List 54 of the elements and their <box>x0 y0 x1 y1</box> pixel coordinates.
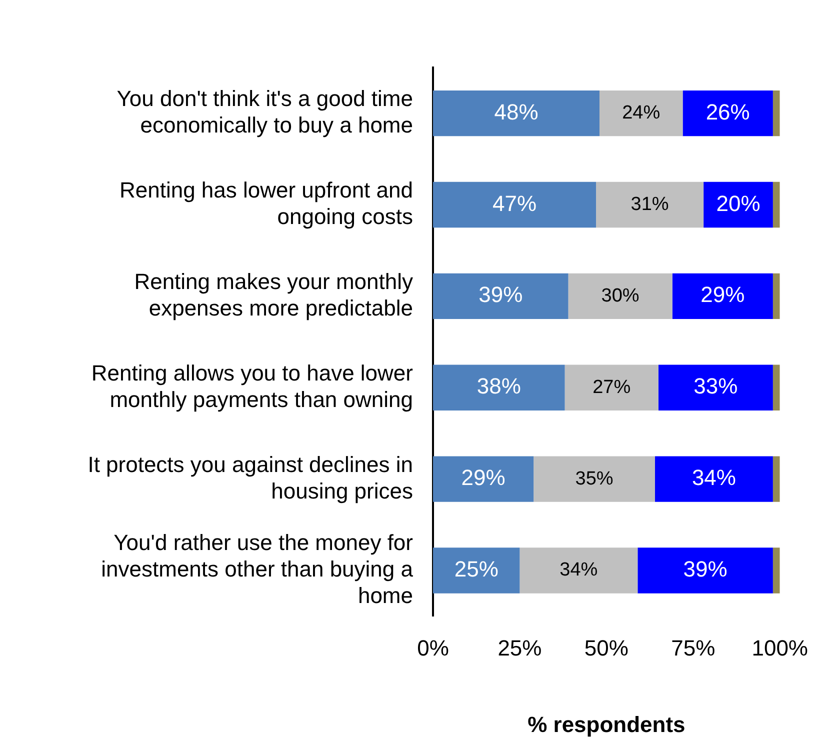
data-label: 29% <box>461 465 506 490</box>
y-tick-label: Renting has lower upfront and ongoing costs <box>119 178 413 230</box>
x-tick-label: 100% <box>752 635 808 660</box>
bar <box>672 273 773 320</box>
data-label: 33% <box>694 374 738 399</box>
data-label: 35% <box>575 468 614 490</box>
x-axis-title: % respondents <box>528 712 686 737</box>
data-label: 38% <box>476 374 521 399</box>
bar <box>433 182 596 228</box>
bar <box>658 364 773 410</box>
bar <box>772 456 780 502</box>
bar <box>704 182 773 228</box>
bar <box>568 273 672 320</box>
bar <box>520 548 638 594</box>
data-label: 47% <box>492 190 537 216</box>
data-label: 31% <box>630 194 669 215</box>
data-label: 24% <box>622 102 660 124</box>
y-tick-label: It protects you against declines in housing prices <box>88 452 413 504</box>
x-tick-label: 50% <box>584 635 628 660</box>
bar <box>564 364 658 410</box>
x-tick-label: 75% <box>671 635 716 660</box>
bar <box>433 364 565 410</box>
bar <box>433 273 568 320</box>
bar <box>433 548 520 594</box>
y-tick-label: Renting makes your monthly expenses more predictable <box>134 269 413 320</box>
bar <box>596 182 704 228</box>
bar <box>772 273 780 320</box>
bar <box>682 90 773 136</box>
bar <box>772 548 780 594</box>
data-label: 29% <box>700 282 745 308</box>
data-label: 30% <box>601 285 640 306</box>
bar <box>638 548 773 594</box>
data-label: 34% <box>692 465 736 490</box>
bar <box>534 456 655 502</box>
x-tick-label: 0% <box>417 635 449 660</box>
data-label: 39% <box>683 556 728 582</box>
bar <box>772 182 780 228</box>
y-tick-label: You don't think it's a good time economically to buy a home <box>116 86 413 138</box>
bar <box>599 90 683 136</box>
bar <box>433 90 600 136</box>
y-tick-label: Renting allows you to have lower monthly payments than owning <box>91 360 413 412</box>
data-label: 34% <box>560 560 598 581</box>
bar <box>654 456 773 502</box>
bar <box>772 364 780 410</box>
data-label: 39% <box>478 282 523 308</box>
x-tick-label: 25% <box>498 635 542 660</box>
bar <box>772 90 780 136</box>
data-label: 48% <box>494 99 538 124</box>
bar <box>433 456 534 502</box>
data-label: 27% <box>592 376 631 398</box>
y-tick-label: You'd rather use the money for investments other than buying a home <box>101 530 414 608</box>
data-label: 26% <box>706 99 750 124</box>
data-label: 20% <box>716 190 760 216</box>
data-label: 25% <box>454 556 498 582</box>
